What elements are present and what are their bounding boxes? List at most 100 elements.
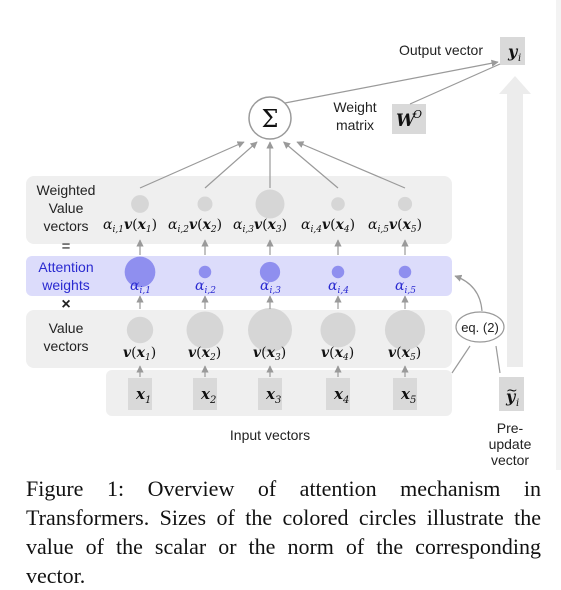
output-vector-symbol: y i: [500, 37, 525, 65]
weighted-paren-close: ): [152, 217, 157, 233]
eq-to-attention-arrow: [454, 274, 483, 312]
weighted-to-sum-arrow: [296, 141, 406, 189]
weighted-x: x: [202, 217, 212, 233]
equals-sign: =: [62, 238, 71, 255]
weighted-alpha-sub: i,1: [112, 225, 123, 235]
value-x: x: [201, 345, 211, 361]
alpha: α: [328, 278, 338, 294]
weighted-x: x: [137, 217, 147, 233]
value-vector-label: v(x4): [321, 345, 354, 363]
weighted-x: x: [335, 217, 345, 233]
weighted-norm-circle: [397, 196, 413, 212]
input-symbol: x: [333, 385, 344, 403]
weighted-label-1: Weighted: [37, 182, 96, 198]
paren-open: (: [261, 345, 266, 361]
weighted-paren-open: (: [397, 217, 402, 233]
attention-weight-circle: [259, 261, 281, 283]
weighted-v: v: [189, 217, 198, 233]
weighted-value-label: αi,5v(x5): [368, 217, 422, 235]
input-symbol: x: [265, 385, 276, 403]
input-vectors-label: Input vectors: [230, 427, 310, 443]
weight-matrix-base: W: [396, 111, 417, 131]
weighted-value-label: αi,2v(x2): [168, 217, 222, 235]
weighted-alpha: α: [368, 217, 378, 233]
weight-matrix-symbol: W O: [392, 104, 426, 134]
attention-weight-circle: [198, 265, 212, 279]
value-x-sub: 3: [275, 353, 281, 363]
weighted-v: v: [322, 217, 331, 233]
weighted-paren-close: ): [417, 217, 422, 233]
input-symbol: x: [135, 385, 146, 403]
column-5: x 5v(x5)αi,5αi,5v(x5): [296, 141, 426, 410]
eq-bubble: [455, 311, 505, 343]
input-symbol: x: [200, 385, 211, 403]
attention-weight-circle: [124, 256, 156, 288]
value-x: x: [266, 345, 276, 361]
weighted-alpha-sub: i,5: [377, 225, 389, 235]
value-label-2: vectors: [43, 338, 88, 354]
inputs-to-eq-arrow: [451, 345, 471, 374]
columns: x 1v(x1)αi,1αi,1v(x1)x 2v(x2)αi,2αi,2v(x2)…: [103, 141, 426, 410]
weighted-x-sub: 4: [343, 225, 350, 235]
alpha-sub: i,4: [337, 286, 349, 296]
output-vector-base: y: [507, 42, 519, 61]
weighted-norm-circle: [197, 196, 213, 212]
weighted-alpha: α: [168, 217, 178, 233]
input-symbol-sub: 5: [410, 395, 416, 406]
value-fn: v: [321, 345, 330, 361]
weighted-alpha-sub: i,2: [177, 225, 189, 235]
attention-weight-circle: [398, 265, 412, 279]
paren-close: ): [151, 345, 156, 361]
value-x: x: [401, 345, 411, 361]
weighted-alpha: α: [301, 217, 311, 233]
weighted-paren-open: (: [330, 217, 335, 233]
weighted-norm-circle: [255, 189, 285, 219]
input-symbol-box: [128, 378, 152, 410]
paren-open: (: [196, 345, 201, 361]
weighted-x: x: [267, 217, 277, 233]
value-vector-label: v(x5): [388, 345, 421, 363]
weight-matrix-label-2: matrix: [336, 117, 374, 133]
value-x: x: [334, 345, 344, 361]
preupdate-label-2: update: [489, 436, 532, 452]
column-3: x 3v(x3)αi,3αi,3v(x3): [233, 141, 292, 410]
preupdate-tilde: ~: [506, 383, 518, 399]
value-norm-circle: [384, 309, 426, 351]
weighted-v: v: [254, 217, 263, 233]
column-1: x 1v(x1)αi,1αi,1v(x1): [103, 141, 245, 410]
weighted-paren-open: (: [262, 217, 267, 233]
paren-open: (: [396, 345, 401, 361]
attention-weight-label: αi,2: [195, 278, 216, 296]
preupdate-to-eq-arrow: [495, 345, 501, 374]
output-vector-label: Output vector: [399, 42, 483, 58]
weighted-to-sum-arrow: [204, 141, 258, 189]
value-vector-label: v(x3): [253, 345, 286, 363]
input-symbol-box: [393, 378, 417, 410]
input-symbol-sub: 3: [275, 395, 281, 406]
input-symbol-sub: 4: [342, 395, 349, 406]
paren-close: ): [281, 345, 286, 361]
weighted-alpha-sub: i,3: [242, 225, 254, 235]
value-norm-circle: [248, 308, 292, 352]
alpha: α: [130, 278, 140, 294]
weighted-label-2: Value: [49, 200, 84, 216]
sum-symbol: Σ: [262, 105, 279, 133]
input-symbol: x: [400, 385, 411, 403]
residual-arrow: [499, 76, 531, 367]
value-vector-label: v(x1): [123, 345, 156, 363]
preupdate-label-3: vector: [491, 452, 529, 468]
weighted-paren-open: (: [197, 217, 202, 233]
times-sign: ×: [61, 296, 70, 313]
input-symbol-box: [326, 378, 350, 410]
weighted-value-label: αi,1v(x1): [103, 217, 157, 235]
weight-to-output-line: [409, 63, 501, 105]
attention-label-2: weights: [41, 277, 89, 293]
value-x: x: [136, 345, 146, 361]
input-symbol-box: [258, 378, 282, 410]
figure-caption: Figure 1: Overview of attention mechanis…: [26, 476, 541, 588]
value-norm-circle: [186, 311, 224, 349]
value-x-sub: 5: [410, 353, 416, 363]
attention-weight-label: αi,1: [130, 278, 151, 296]
alpha-sub: i,1: [139, 286, 150, 296]
input-symbol-sub: 1: [145, 395, 151, 406]
